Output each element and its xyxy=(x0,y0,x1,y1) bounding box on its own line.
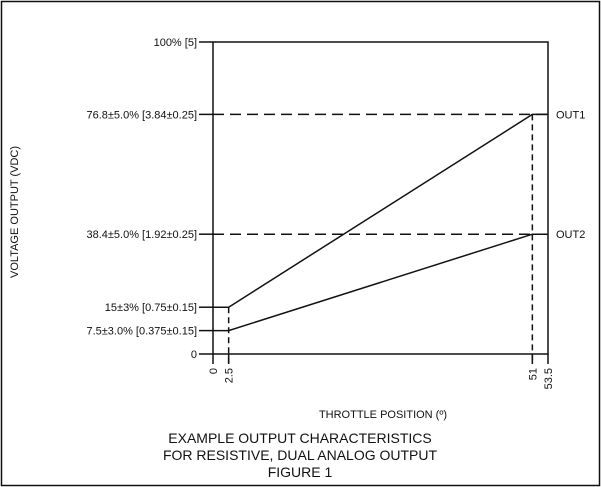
y-tick-label: 0 xyxy=(191,349,197,361)
y-tick-label: 7.5±3.0% [0.375±0.15] xyxy=(86,326,197,338)
x-axis-ticks: 0 2.5 51 53.5 xyxy=(208,354,555,389)
x-tick-label: 53.5 xyxy=(543,368,555,389)
x-tick-label: 51 xyxy=(527,368,539,380)
caption-line-1: EXAMPLE OUTPUT CHARACTERISTICS xyxy=(168,430,431,446)
series-label-out2: OUT2 xyxy=(556,229,585,241)
x-axis-title: THROTTLE POSITION (º) xyxy=(319,409,447,421)
x-tick-label: 2.5 xyxy=(224,368,236,383)
y-tick-label: 76.8±5.0% [3.84±0.25] xyxy=(86,109,197,121)
caption-line-2: FOR RESISTIVE, DUAL ANALOG OUTPUT xyxy=(163,447,438,463)
series-line-out1 xyxy=(213,113,548,308)
y-tick-label: 38.4±5.0% [1.92±0.25] xyxy=(86,229,197,241)
y-tick-label: 100% [5] xyxy=(154,37,197,49)
series-label-out1: OUT1 xyxy=(556,109,585,121)
y-tick-label: 15±3% [0.75±0.15] xyxy=(105,302,197,314)
series-line-out2 xyxy=(213,233,548,332)
plot-frame xyxy=(212,41,549,355)
series-lines: OUT1 OUT2 xyxy=(213,109,585,332)
guide-lines xyxy=(213,113,548,364)
caption-line-3: FIGURE 1 xyxy=(268,464,333,480)
y-axis-title: VOLTAGE OUTPUT (VDC) xyxy=(9,146,21,278)
y-axis-ticks: 0 7.5±3.0% [0.375±0.15] 15±3% [0.75±0.15] 3… xyxy=(86,37,213,361)
x-tick-label: 0 xyxy=(208,368,220,374)
